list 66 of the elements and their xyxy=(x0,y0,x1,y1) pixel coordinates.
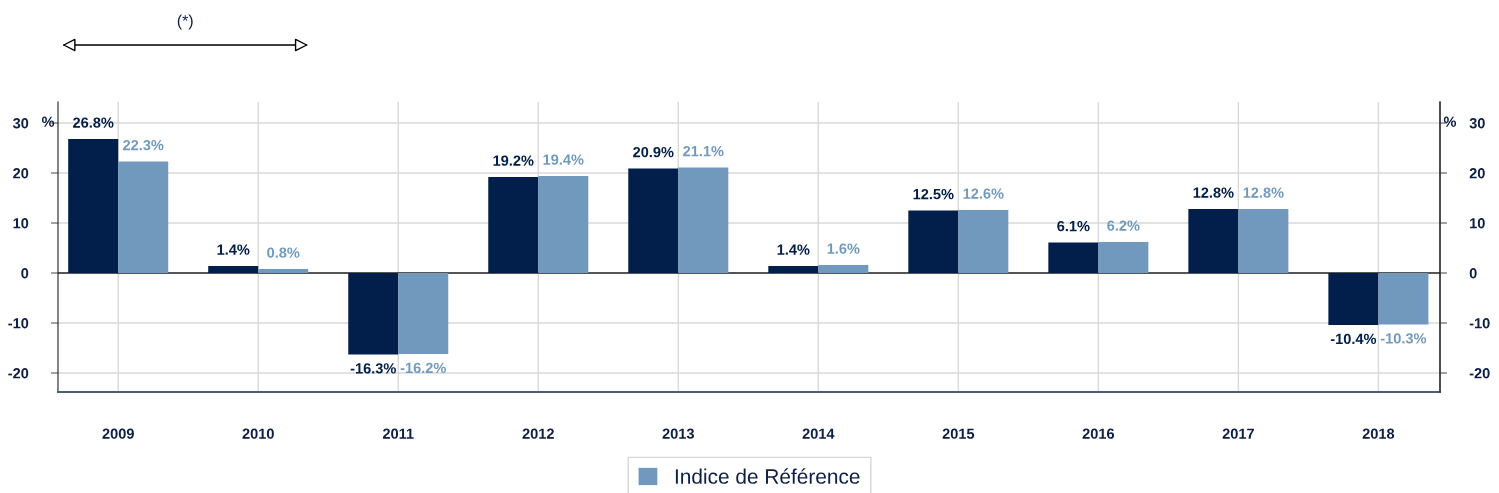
bar xyxy=(1048,242,1099,273)
data-label: 20.9% xyxy=(633,146,674,158)
data-label: -10.4% xyxy=(1330,333,1377,345)
x-tick-label: 2013 xyxy=(662,428,694,439)
text: (*) xyxy=(177,14,193,30)
legend-label: Indice de Référence xyxy=(675,468,860,484)
bar xyxy=(768,266,819,273)
bar xyxy=(628,168,679,273)
data-label: 19.4% xyxy=(543,154,584,165)
data-label: 19.2% xyxy=(493,155,534,166)
data-label: 1.4% xyxy=(217,244,250,255)
data-label: 1.6% xyxy=(827,243,860,254)
x-tick-label: 2012 xyxy=(522,428,554,439)
bar xyxy=(118,161,169,273)
x-tick-label: 2016 xyxy=(1082,428,1115,439)
bar xyxy=(398,273,449,354)
bar xyxy=(348,273,399,355)
x-tick-label: 2015 xyxy=(942,428,975,439)
y2-tick-label: -20 xyxy=(1469,368,1490,379)
bar xyxy=(68,139,119,273)
data-label: 1.4% xyxy=(777,244,810,255)
y2-axis-title: % xyxy=(1443,116,1457,127)
bar xyxy=(678,167,729,273)
y2-tick-label: 10 xyxy=(1470,218,1485,229)
x-tick-label: 2017 xyxy=(1222,428,1254,439)
data-label: 26.8% xyxy=(73,117,114,128)
x-tick-label: 2011 xyxy=(382,428,414,439)
y-tick-label: 10 xyxy=(13,218,29,229)
bar xyxy=(1328,273,1379,325)
data-label: 12.8% xyxy=(1193,187,1234,198)
y-tick-label: -20 xyxy=(8,368,29,379)
y-tick-label: 20 xyxy=(13,168,29,179)
bar xyxy=(1238,209,1289,273)
y2-tick-label: 0 xyxy=(1469,268,1477,279)
data-label: 6.1% xyxy=(1057,220,1090,232)
x-tick-label: 2010 xyxy=(242,428,274,439)
x-tick-label: 2014 xyxy=(802,428,835,439)
data-label: -16.3% xyxy=(350,363,396,374)
data-label: -16.2% xyxy=(400,362,446,374)
y-tick-label: -10 xyxy=(8,318,29,329)
bar xyxy=(538,176,589,273)
bar xyxy=(818,265,869,273)
data-label: 12.8% xyxy=(1243,187,1284,198)
y2-tick-label: 20 xyxy=(1469,168,1485,179)
x-tick-label: 2009 xyxy=(102,428,134,439)
bar xyxy=(258,269,309,273)
bar xyxy=(488,177,539,273)
data-label: 21.1% xyxy=(683,145,724,157)
data-label: 6.2% xyxy=(1107,220,1140,231)
data-label: 0.8% xyxy=(267,247,300,258)
y2-tick-label: -10 xyxy=(1469,318,1490,329)
y-tick-label: 30 xyxy=(12,118,29,129)
data-label: -10.3% xyxy=(1380,333,1427,344)
x-tick-label: 2018 xyxy=(1362,428,1395,439)
bar xyxy=(1188,209,1239,273)
bar xyxy=(958,210,1009,273)
y-axis-title: % xyxy=(41,116,55,127)
data-label: 12.6% xyxy=(963,188,1004,199)
bar xyxy=(908,210,959,273)
bar xyxy=(1098,242,1149,273)
y2-tick-label: 30 xyxy=(1469,118,1485,129)
bar xyxy=(1378,273,1429,325)
data-label: 22.3% xyxy=(123,139,164,151)
bar xyxy=(208,266,259,273)
y-tick-label: 0 xyxy=(21,268,29,279)
data-label: 12.5% xyxy=(913,188,954,200)
